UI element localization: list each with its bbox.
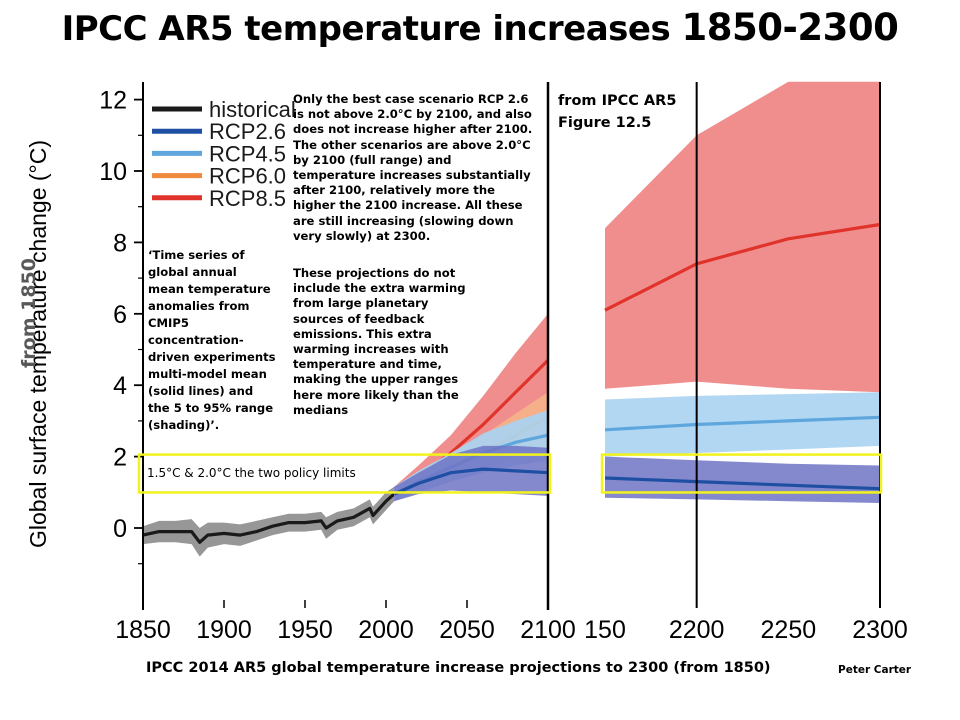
scenario-note: Only the best case scenario RCP 2.6 is n…	[293, 92, 533, 243]
policy-box-left	[137, 453, 552, 494]
x-tick-label: 1900	[196, 616, 252, 644]
page-title: IPCC AR5 temperature increases 1850-2300	[0, 6, 960, 49]
line-rcp26-p2	[604, 476, 881, 491]
y-tick-label: 10	[99, 158, 127, 186]
x-tick-label: 150	[584, 616, 626, 644]
y-tick-label: 8	[113, 229, 127, 257]
legend-label: RCP2.6	[209, 119, 286, 144]
y-tick-label: 0	[113, 515, 127, 543]
feedback-note: These projections do not include the ext…	[293, 266, 466, 417]
x-tick-label: 2200	[669, 616, 725, 644]
title-main: IPCC AR5 temperature increases	[61, 9, 671, 49]
x-tick-label: 2000	[358, 616, 414, 644]
x-tick-label: 2050	[439, 616, 495, 644]
from-1850-label: from 1850	[18, 258, 41, 368]
line-historical-p1	[142, 492, 396, 544]
y-axis-label: Global surface temperature change (°C)	[25, 140, 51, 548]
y-tick-label: 2	[113, 444, 127, 472]
line-rcp85-p2	[604, 222, 881, 312]
y-tick-label: 6	[113, 301, 127, 329]
x-tick-label: 1850	[115, 616, 171, 644]
y-tick-label: 12	[99, 87, 127, 115]
line-rcp26-p1	[393, 467, 549, 496]
title-years: 1850-2300	[681, 6, 899, 49]
legend-label: RCP8.5	[209, 186, 286, 211]
band-rcp45-p2	[605, 392, 880, 457]
line-rcp45-p2	[604, 415, 881, 432]
x-tick-label: 2300	[852, 616, 908, 644]
figure-quote: ‘Time series of global annual mean tempe…	[148, 248, 276, 432]
legend-label: RCP6.0	[209, 164, 286, 189]
y-tick-label: 4	[113, 372, 127, 400]
author-credit: Peter Carter	[838, 664, 912, 676]
x-tick-label: 2100	[520, 616, 576, 644]
policy-limits-label: 1.5°C & 2.0°C the two policy limits	[147, 466, 356, 480]
footer-caption: IPCC 2014 AR5 global temperature increas…	[146, 660, 771, 676]
x-tick-label: 2250	[761, 616, 817, 644]
x-tick-label: 1950	[277, 616, 333, 644]
band-rcp26-p1	[394, 445, 548, 502]
legend-label: historical	[209, 97, 296, 122]
source-reference: from IPCC AR5 Figure 12.5	[558, 93, 677, 131]
legend-label: RCP4.5	[209, 141, 286, 166]
band-historical-p1	[143, 486, 395, 557]
policy-box-right	[600, 453, 883, 494]
band-rcp85-p2	[605, 81, 880, 393]
